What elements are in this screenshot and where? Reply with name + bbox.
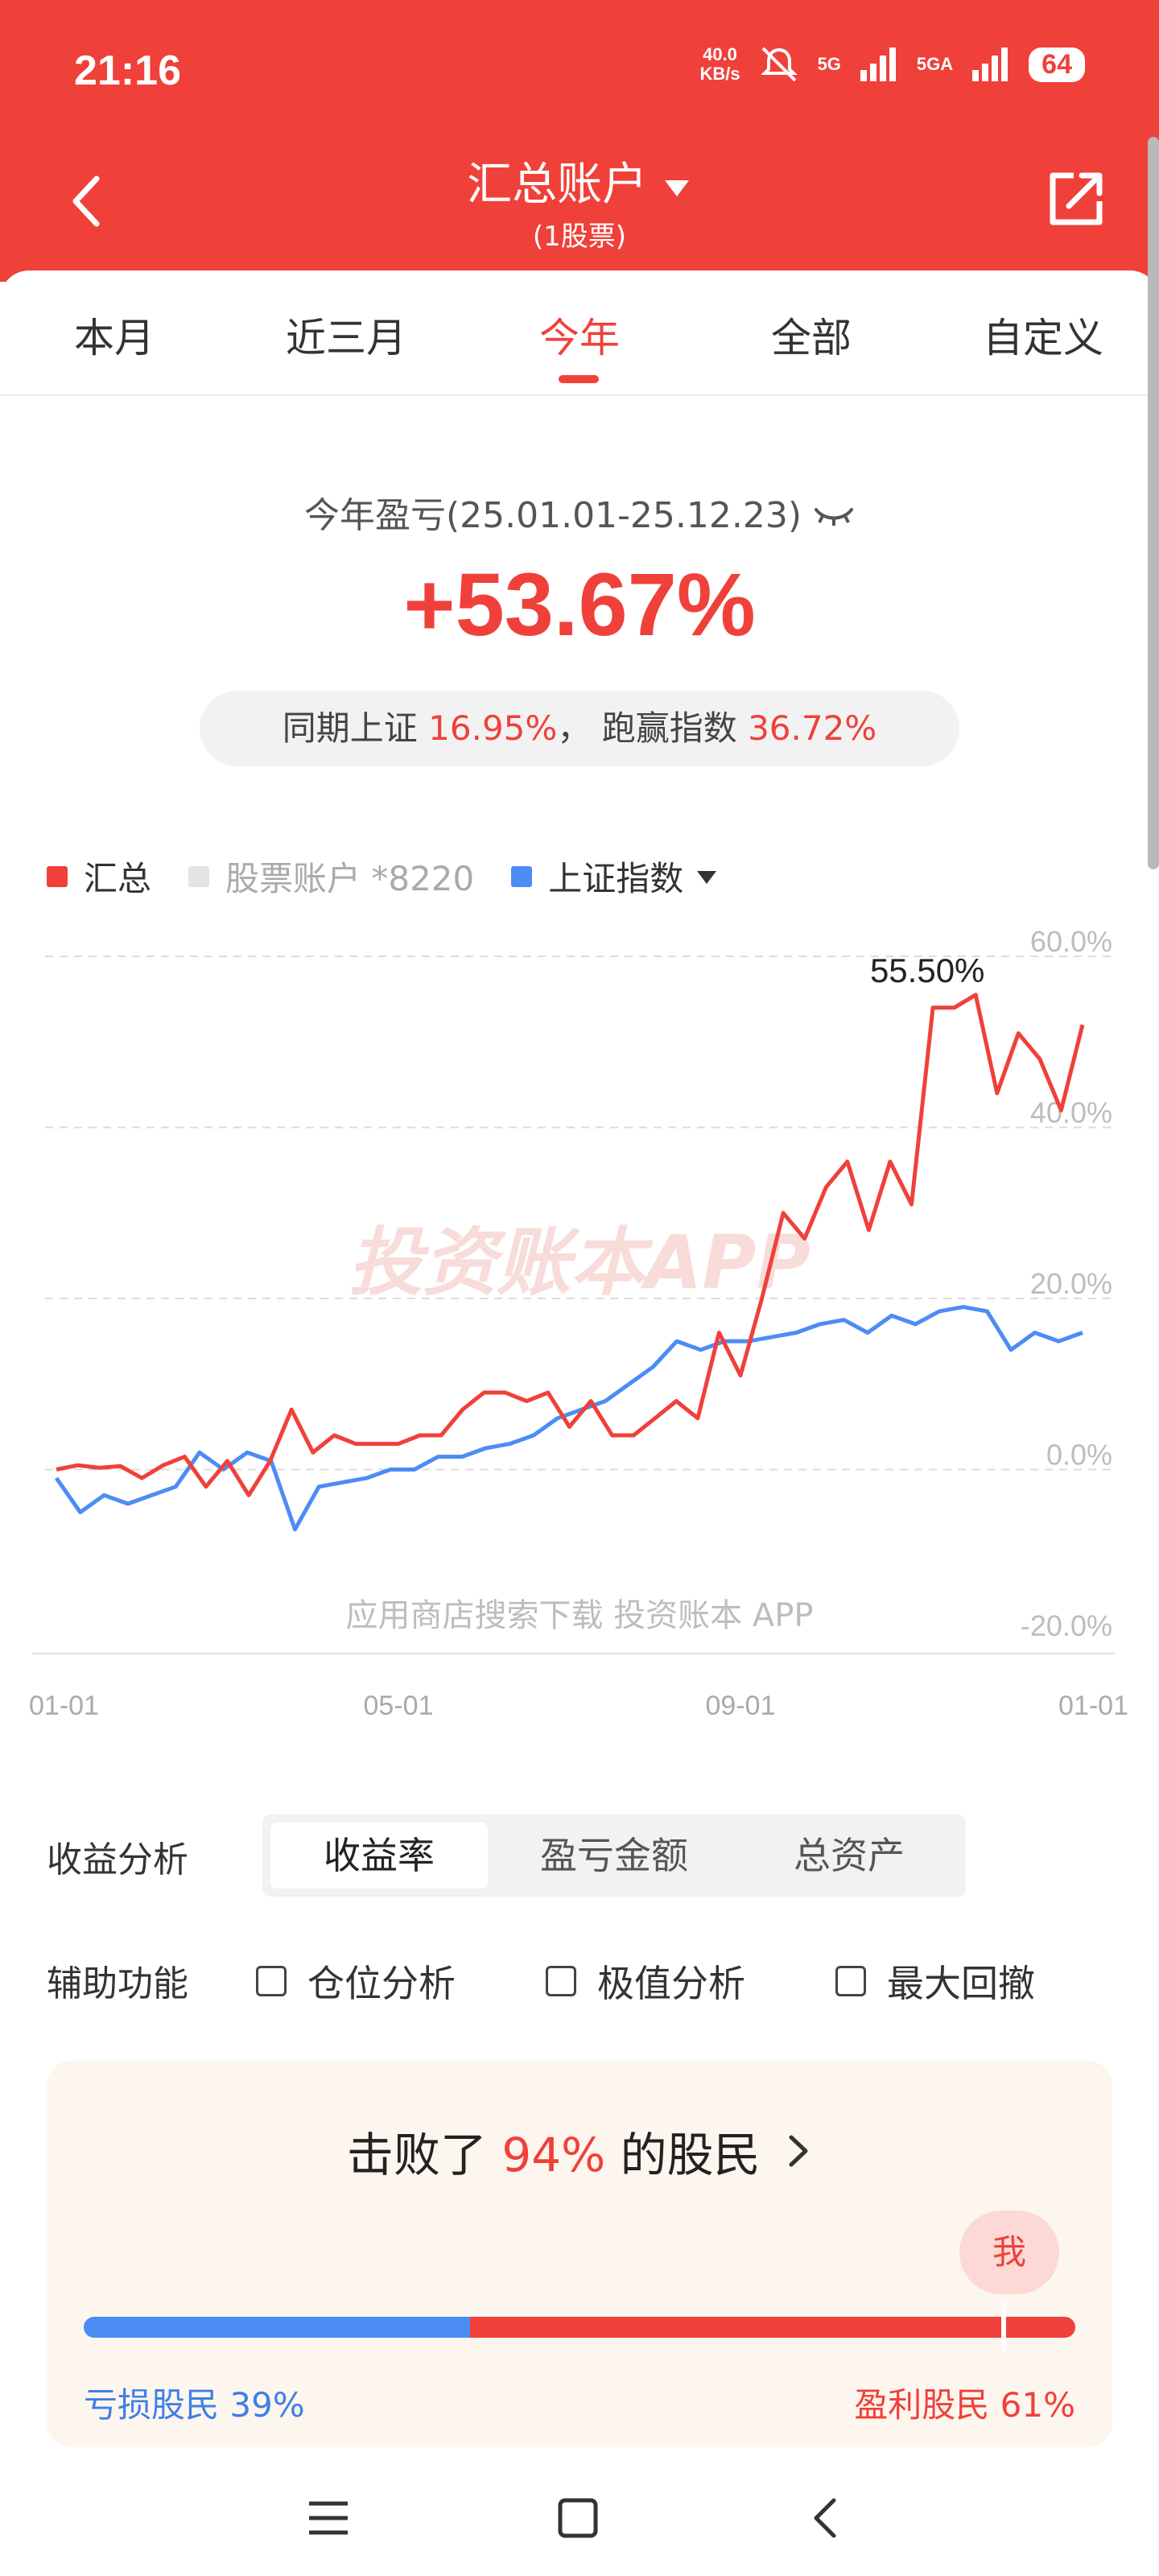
seg-total-assets[interactable]: 总资产 (794, 1834, 905, 1877)
status-bar: 21:16 40.0 KB/s 5G 5GA 64 (0, 0, 1159, 137)
rank-bar (84, 2317, 1075, 2338)
caret-down-icon (697, 870, 717, 884)
net-speed-unit: KB/s (699, 64, 740, 84)
signal-icon-2 (972, 47, 1008, 81)
x-tick-label: 01-01 (29, 1690, 99, 1721)
back-arrow-icon[interactable] (56, 169, 121, 233)
cmp-separator: ， (557, 708, 592, 748)
check-label: 最大回撤 (887, 1962, 1035, 2005)
scrollbar[interactable] (1148, 137, 1159, 869)
checkbox[interactable] (546, 1966, 576, 1996)
index-compare-pill: 同期上证 16.95%， 跑赢指数 36.72% (200, 691, 959, 766)
account-selector[interactable]: 汇总账户 (0, 148, 1159, 213)
tab-three-months[interactable]: 近三月 (286, 315, 406, 361)
status-time: 21:16 (74, 47, 181, 94)
net-speed: 40.0 KB/s (699, 45, 740, 84)
caret-down-icon (664, 180, 689, 196)
x-tick-label: 01-01 (1058, 1690, 1128, 1721)
rank-suffix: 的股民 (620, 2128, 761, 2182)
beat-value: 36.72% (748, 708, 877, 748)
check-position-analysis[interactable]: 仓位分析 (256, 1955, 456, 2008)
checkbox[interactable] (256, 1966, 287, 1996)
return-chart[interactable]: 60.0% 40.0% 20.0% 0.0% -20.0% 01-01 05-01 09-01… (0, 926, 1159, 1731)
page-subtitle: (1股票) (532, 221, 627, 253)
menu-icon[interactable] (306, 2496, 351, 2541)
page-title: 汇总账户 (467, 159, 648, 211)
period-return: +53.67% (403, 555, 756, 654)
period-pnl-label: 今年盈亏(25.01.01-25.12.23) (0, 486, 1159, 538)
battery-level: 64 (1029, 47, 1085, 82)
me-marker (1001, 2302, 1006, 2351)
tab-all[interactable]: 全部 (771, 315, 852, 361)
mute-bell-icon (760, 47, 798, 82)
win-investors-label: 盈利股民 61% (854, 2385, 1075, 2425)
net-speed-value: 40.0 (703, 44, 737, 64)
legend-total[interactable]: 汇总 (47, 852, 151, 901)
check-max-drawdown[interactable]: 最大回撤 (835, 1955, 1035, 2008)
cmp-prefix: 同期上证 (282, 708, 418, 748)
back-icon[interactable] (805, 2496, 850, 2541)
header-background (0, 0, 1159, 282)
me-badge: 我 (959, 2211, 1059, 2294)
seg-pnl-amount[interactable]: 盈亏金额 (540, 1834, 688, 1877)
eye-closed-icon[interactable] (813, 503, 855, 527)
series-line-index (54, 1305, 1083, 1532)
checkbox[interactable] (835, 1966, 866, 1996)
tab-this-month[interactable]: 本月 (74, 315, 155, 361)
period-pnl-text: 今年盈亏(25.01.01-25.12.23) (303, 495, 802, 536)
status-icons: 40.0 KB/s 5G 5GA 64 (699, 43, 1085, 85)
seg-return-rate[interactable]: 收益率 (270, 1823, 488, 1889)
rank-bar-loss (84, 2317, 471, 2338)
legend-index-label: 上证指数 (548, 859, 684, 898)
legend-total-swatch (47, 865, 68, 887)
legend-index[interactable]: 上证指数 (511, 852, 719, 901)
index-return: 16.95% (428, 708, 558, 748)
check-extreme-analysis[interactable]: 极值分析 (546, 1955, 745, 2008)
check-label: 仓位分析 (307, 1962, 456, 2005)
beat-label: 跑赢指数 (601, 708, 737, 748)
net-type-1: 5G (817, 54, 841, 74)
check-label: 极值分析 (597, 1962, 745, 2005)
series-line-total (56, 993, 1085, 1497)
y-tick-label: 40.0% (1030, 1096, 1112, 1129)
rank-percent: 94% (501, 2128, 606, 2182)
legend-stock-label: 股票账户 *8220 (225, 859, 475, 898)
y-tick-label: 60.0% (1030, 926, 1112, 958)
footer-promo: 应用商店搜索下载 投资账本 APP (345, 1597, 813, 1634)
rank-bar-win (470, 2317, 1075, 2338)
rank-title: 击败了 94% 的股民 (47, 2117, 1112, 2185)
nav-bar: 汇总账户 (1股票) (0, 137, 1159, 274)
share-icon[interactable] (1041, 166, 1109, 233)
legend-index-swatch (511, 865, 533, 887)
y-tick-label: -20.0% (1021, 1609, 1112, 1642)
chevron-right-icon (789, 2135, 808, 2167)
analysis-segmented-control: 收益率 盈亏金额 总资产 (262, 1814, 966, 1897)
legend-total-label: 汇总 (84, 859, 152, 898)
watermark-text: 投资账本APP (349, 1220, 810, 1306)
legend-stock-swatch (188, 865, 210, 887)
analysis-label: 收益分析 (47, 1839, 188, 1880)
system-nav-bar (0, 2463, 1159, 2576)
x-tick-label: 05-01 (364, 1690, 434, 1721)
tab-active-indicator (559, 375, 599, 383)
rank-card[interactable]: 击败了 94% 的股民 我 亏损股民 39% 盈利股民 61% (47, 2061, 1112, 2447)
aux-label: 辅助功能 (47, 1963, 188, 2004)
period-tabs: 本月 近三月 今年 全部 自定义 (0, 270, 1159, 396)
chart-legend: 汇总 股票账户 *8220 上证指数 (47, 852, 756, 901)
net-type-2: 5GA (916, 54, 954, 74)
legend-stock-account[interactable]: 股票账户 *8220 (188, 852, 474, 901)
y-tick-label: 0.0% (1046, 1439, 1112, 1472)
rank-prefix: 击败了 (346, 2128, 487, 2182)
loss-investors-label: 亏损股民 39% (84, 2385, 305, 2425)
home-icon[interactable] (555, 2496, 600, 2541)
tab-custom[interactable]: 自定义 (983, 315, 1103, 361)
max-annotation: 55.50% (870, 952, 984, 989)
x-tick-label: 09-01 (706, 1690, 776, 1721)
y-tick-label: 20.0% (1030, 1267, 1112, 1300)
signal-icon (860, 47, 896, 81)
tab-this-year[interactable]: 今年 (539, 315, 620, 361)
